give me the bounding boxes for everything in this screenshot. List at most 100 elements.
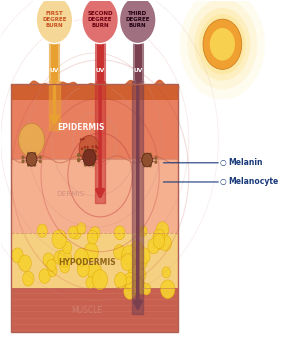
Circle shape <box>90 150 93 153</box>
Circle shape <box>26 152 37 166</box>
Circle shape <box>88 263 102 281</box>
Text: UV: UV <box>96 68 105 73</box>
Circle shape <box>160 280 175 299</box>
Circle shape <box>21 160 24 163</box>
Circle shape <box>84 162 87 167</box>
Circle shape <box>142 164 145 168</box>
Circle shape <box>71 226 81 239</box>
Circle shape <box>98 153 102 158</box>
Circle shape <box>23 271 34 286</box>
Circle shape <box>79 135 100 162</box>
Circle shape <box>90 226 100 239</box>
Circle shape <box>43 253 54 267</box>
Circle shape <box>84 243 98 261</box>
Circle shape <box>128 264 140 279</box>
Circle shape <box>138 248 150 264</box>
Bar <box>11 159 178 232</box>
Circle shape <box>142 283 151 295</box>
Circle shape <box>149 164 152 168</box>
Circle shape <box>87 230 98 244</box>
Text: Melanocyte: Melanocyte <box>228 177 278 187</box>
Circle shape <box>194 8 251 80</box>
Circle shape <box>114 226 125 240</box>
Text: Melanin: Melanin <box>228 158 262 167</box>
Circle shape <box>120 0 156 43</box>
Circle shape <box>86 277 95 288</box>
Circle shape <box>19 255 31 272</box>
Circle shape <box>156 222 169 238</box>
Circle shape <box>39 155 42 159</box>
Circle shape <box>92 145 94 148</box>
Circle shape <box>142 153 145 156</box>
Circle shape <box>148 239 160 254</box>
Circle shape <box>77 261 89 277</box>
Circle shape <box>54 251 65 265</box>
Circle shape <box>58 249 72 267</box>
Circle shape <box>19 124 45 157</box>
Circle shape <box>114 273 127 288</box>
Circle shape <box>149 153 152 156</box>
Circle shape <box>37 224 47 237</box>
Circle shape <box>180 0 265 99</box>
Circle shape <box>121 253 134 271</box>
Circle shape <box>131 240 143 257</box>
Circle shape <box>33 152 36 155</box>
Circle shape <box>210 28 235 61</box>
Circle shape <box>27 152 30 155</box>
Circle shape <box>36 0 73 43</box>
Circle shape <box>77 223 86 234</box>
Circle shape <box>39 160 42 163</box>
Bar <box>11 84 178 100</box>
Text: FIRST
DEGREE
BURN: FIRST DEGREE BURN <box>42 11 67 28</box>
Circle shape <box>154 156 157 160</box>
Text: UV: UV <box>133 68 142 73</box>
Text: UV: UV <box>50 68 59 73</box>
Circle shape <box>154 160 157 164</box>
Circle shape <box>97 147 99 149</box>
Circle shape <box>48 265 57 277</box>
Circle shape <box>63 242 72 254</box>
Circle shape <box>92 149 94 152</box>
Text: ○: ○ <box>219 158 226 167</box>
Circle shape <box>68 226 78 238</box>
Circle shape <box>27 163 30 167</box>
Circle shape <box>21 155 24 159</box>
Circle shape <box>153 234 165 250</box>
Circle shape <box>124 284 136 299</box>
Circle shape <box>92 148 95 153</box>
Circle shape <box>47 259 56 272</box>
Circle shape <box>82 0 118 43</box>
Circle shape <box>159 235 172 251</box>
Circle shape <box>139 226 147 237</box>
Bar <box>11 288 178 332</box>
Circle shape <box>124 272 138 290</box>
Circle shape <box>33 163 36 167</box>
Circle shape <box>136 254 147 270</box>
Circle shape <box>77 158 80 162</box>
Circle shape <box>83 149 96 166</box>
Circle shape <box>153 229 165 245</box>
Circle shape <box>92 162 95 167</box>
Circle shape <box>162 267 170 278</box>
Circle shape <box>114 245 125 260</box>
Circle shape <box>95 145 97 148</box>
Circle shape <box>84 148 87 153</box>
Circle shape <box>124 277 134 289</box>
Circle shape <box>203 19 242 69</box>
Text: HYPODERMIS: HYPODERMIS <box>58 258 116 267</box>
Circle shape <box>87 146 89 148</box>
Bar <box>11 84 178 159</box>
Circle shape <box>80 138 82 141</box>
Circle shape <box>98 158 102 162</box>
Circle shape <box>137 160 140 164</box>
Circle shape <box>199 14 246 75</box>
Text: MUSCLE: MUSCLE <box>71 306 102 315</box>
Circle shape <box>52 230 67 249</box>
Circle shape <box>132 277 145 294</box>
Circle shape <box>138 284 146 294</box>
Text: SECOND
DEGREE
BURN: SECOND DEGREE BURN <box>87 11 113 28</box>
Circle shape <box>122 245 137 265</box>
Circle shape <box>12 248 23 263</box>
Circle shape <box>87 149 89 152</box>
Text: ○: ○ <box>219 177 226 187</box>
